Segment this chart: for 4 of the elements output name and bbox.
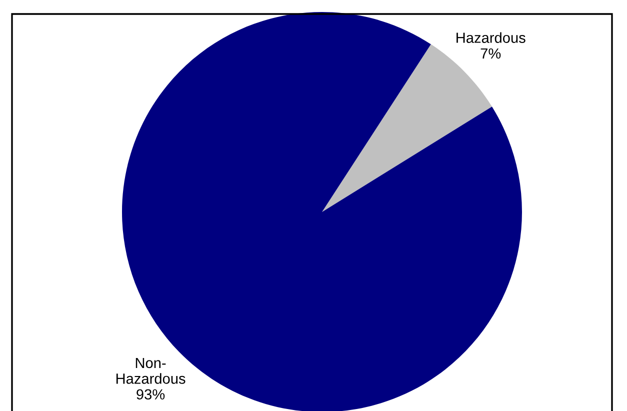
data-label: 7%	[480, 48, 501, 59]
slice-label: Hazardous	[456, 32, 526, 43]
slice-label: Non-Hazardous	[116, 358, 186, 384]
data-label: 93%	[136, 389, 165, 400]
